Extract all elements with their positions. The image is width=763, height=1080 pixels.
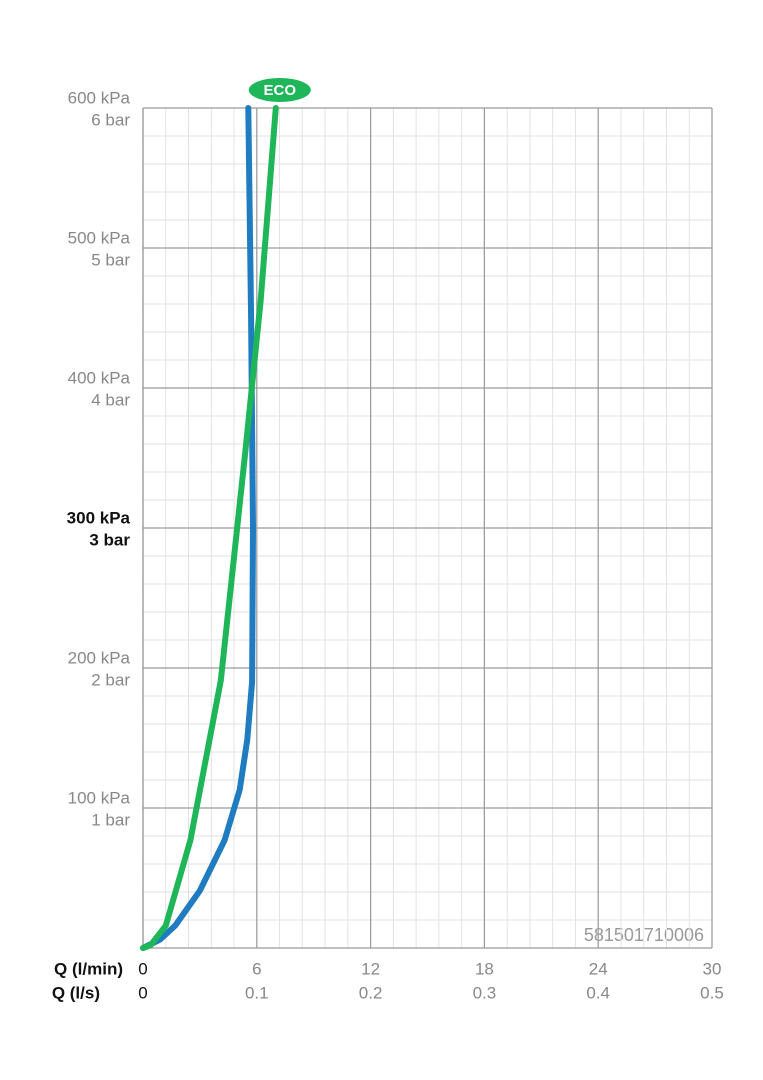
x2-tick-label: 0.2 (359, 983, 383, 1002)
x2-tick-label: 0 (138, 983, 147, 1002)
x2-tick-label: 0.3 (473, 983, 497, 1002)
y-tick-label: 500 kPa (68, 228, 131, 247)
x2-tick-label: 0.4 (586, 983, 610, 1002)
x-tick-label: 18 (475, 959, 494, 978)
x-tick-label: 24 (589, 959, 608, 978)
x2-axis-title: Q (l/s) (52, 983, 100, 1002)
y2-tick-label: 3 bar (89, 530, 130, 549)
y2-tick-label: 5 bar (91, 250, 130, 269)
series-line (140, 105, 279, 951)
x2-tick-label: 0.5 (700, 983, 724, 1002)
y2-tick-label: 2 bar (91, 670, 130, 689)
y2-tick-label: 6 bar (91, 110, 130, 129)
badge (248, 78, 311, 102)
y-tick-label: 600 kPa (68, 88, 131, 107)
y-tick-label: 100 kPa (68, 788, 131, 807)
x-tick-label: 0 (138, 959, 147, 978)
x-tick-label: 6 (252, 959, 261, 978)
y-tick-label: 200 kPa (68, 648, 131, 667)
x2-tick-label: 0.1 (245, 983, 269, 1002)
x-tick-label: 30 (703, 959, 722, 978)
y2-tick-label: 1 bar (91, 810, 130, 829)
x-axis-title: Q (l/min) (54, 959, 123, 978)
y-tick-label: 400 kPa (68, 368, 131, 387)
series-line (140, 105, 256, 951)
badge-label: ECO (264, 82, 297, 99)
y-tick-label: 300 kPa (67, 508, 131, 527)
x-tick-label: 12 (361, 959, 380, 978)
y2-tick-label: 4 bar (91, 390, 130, 409)
